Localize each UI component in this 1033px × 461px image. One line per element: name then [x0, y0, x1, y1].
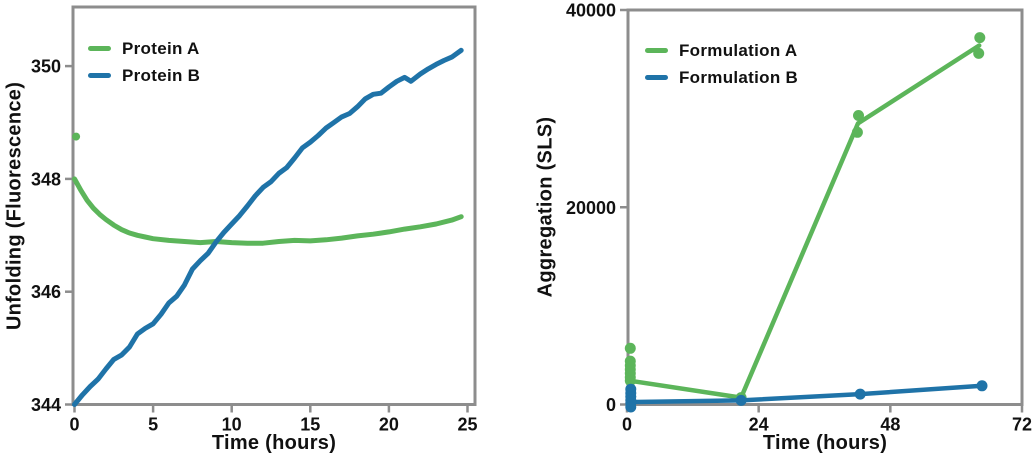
- aggregation-legend: Formulation A Formulation B: [645, 37, 798, 91]
- formulation-b-data-point: [854, 388, 866, 400]
- x-tick-label: 20: [379, 415, 399, 435]
- protein-a-data-point: [72, 132, 81, 141]
- formulation-b-line-swatch: [645, 75, 668, 80]
- legend-item-protein-b: Protein B: [88, 62, 200, 89]
- y-tick-label: 348: [31, 169, 61, 189]
- protein-a-line-swatch: [88, 46, 111, 51]
- unfolding-spines: [71, 5, 477, 406]
- formulation-b-data-point: [625, 401, 637, 413]
- formulation-b-legend-label: Formulation B: [679, 67, 799, 87]
- unfolding-x-axis-title: Time (hours): [211, 432, 337, 454]
- protein-b-line: [72, 47, 464, 407]
- formulation-a-line-swatch: [645, 48, 668, 53]
- protein-a-legend-label: Protein A: [122, 38, 200, 58]
- formulation-a-data-point: [853, 110, 864, 121]
- y-tick-label: 346: [31, 282, 61, 302]
- x-tick-label: 48: [880, 415, 900, 435]
- legend-item-formulation-b: Formulation B: [645, 64, 798, 91]
- formulation-b-data-point: [976, 380, 988, 392]
- y-tick-label: 350: [31, 57, 61, 77]
- x-tick-label: 0: [69, 415, 79, 435]
- y-tick-label: 40000: [566, 1, 616, 21]
- aggregation-x-axis-title: Time (hours): [762, 432, 888, 454]
- x-tick-label: 10: [222, 415, 242, 435]
- x-tick-label: 0: [622, 415, 632, 435]
- formulation-a-data-point: [973, 47, 985, 59]
- protein-b-line-swatch: [88, 73, 111, 78]
- y-tick-label: 344: [31, 395, 61, 415]
- formulation-b-data-point: [735, 394, 747, 406]
- y-tick-label: 0: [606, 395, 616, 415]
- unfolding-legend: Protein A Protein B: [88, 35, 200, 89]
- legend-item-formulation-a: Formulation A: [645, 37, 798, 64]
- aggregation-y-axis-title: Aggregation (SLS): [534, 116, 557, 298]
- protein-a-line: [72, 176, 464, 246]
- formulation-a-data-point: [974, 32, 986, 44]
- formulation-a-legend-label: Formulation A: [679, 40, 798, 60]
- formulation-a-data-point: [851, 126, 863, 138]
- legend-item-protein-a: Protein A: [88, 35, 200, 62]
- x-tick-label: 25: [457, 415, 477, 435]
- x-tick-label: 15: [300, 415, 320, 435]
- x-tick-label: 72: [1012, 415, 1032, 435]
- protein-b-legend-label: Protein B: [122, 65, 201, 85]
- formulation-b-line: [628, 383, 985, 405]
- x-tick-label: 5: [148, 415, 158, 435]
- formulation-a-line: [628, 43, 982, 400]
- y-tick-label: 20000: [566, 198, 616, 218]
- formulation-a-data-point: [624, 342, 636, 354]
- x-tick-label: 24: [749, 415, 769, 435]
- formulation-a-data-point: [624, 375, 636, 387]
